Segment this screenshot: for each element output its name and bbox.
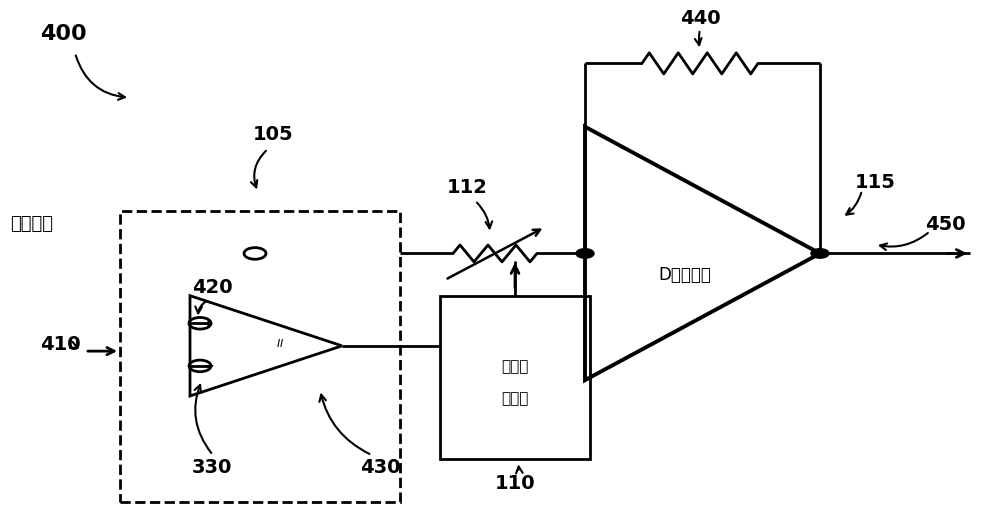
Text: 410: 410 — [40, 335, 81, 354]
Text: +: + — [203, 318, 213, 331]
Text: 115: 115 — [855, 173, 896, 192]
Bar — [440, 296, 590, 459]
Text: 105: 105 — [253, 125, 293, 144]
Text: D类放大器: D类放大器 — [659, 266, 711, 284]
Text: 增益控: 增益控 — [501, 360, 529, 374]
Text: 430: 430 — [360, 458, 400, 477]
Text: 112: 112 — [447, 178, 487, 197]
Text: 制电路: 制电路 — [501, 391, 529, 406]
Text: −: − — [202, 358, 214, 372]
Bar — [120, 211, 400, 502]
Text: 420: 420 — [192, 278, 233, 297]
Circle shape — [576, 249, 594, 258]
Text: 450: 450 — [925, 215, 966, 234]
Text: 模拟输入: 模拟输入 — [10, 215, 53, 233]
Text: 400: 400 — [40, 24, 87, 44]
Text: 330: 330 — [192, 458, 232, 477]
Text: 110: 110 — [495, 474, 535, 493]
Circle shape — [811, 249, 829, 258]
Text: 440: 440 — [680, 9, 720, 28]
Text: $\mathit{II}$: $\mathit{II}$ — [276, 337, 284, 349]
